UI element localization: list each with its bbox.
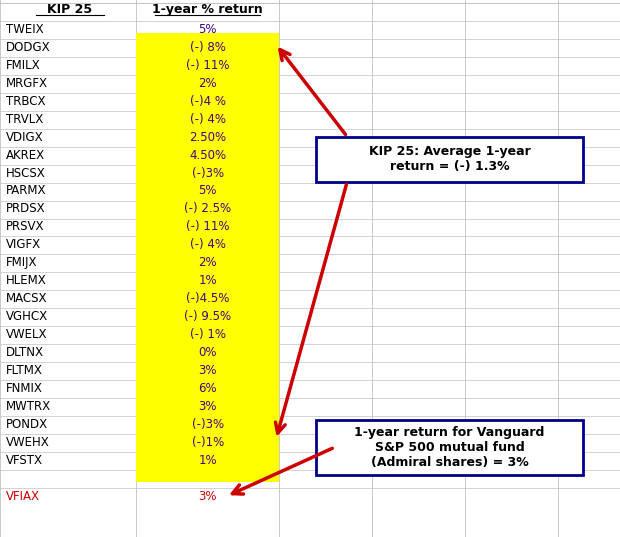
- Text: VWELX: VWELX: [6, 328, 48, 341]
- Text: VDIGX: VDIGX: [6, 130, 44, 143]
- FancyBboxPatch shape: [136, 410, 279, 429]
- Text: (-) 1%: (-) 1%: [190, 328, 226, 341]
- Text: VFIAX: VFIAX: [6, 490, 40, 503]
- FancyBboxPatch shape: [136, 303, 279, 321]
- FancyBboxPatch shape: [136, 339, 279, 357]
- Text: VFSTX: VFSTX: [6, 454, 43, 467]
- Text: 1-year % return: 1-year % return: [153, 3, 263, 16]
- Text: VGHCX: VGHCX: [6, 310, 48, 323]
- FancyBboxPatch shape: [136, 285, 279, 303]
- Text: 4.50%: 4.50%: [189, 149, 226, 162]
- FancyBboxPatch shape: [136, 429, 279, 446]
- Text: (-) 4%: (-) 4%: [190, 113, 226, 126]
- FancyBboxPatch shape: [136, 33, 279, 51]
- FancyBboxPatch shape: [136, 105, 279, 123]
- FancyBboxPatch shape: [136, 357, 279, 374]
- FancyBboxPatch shape: [136, 195, 279, 213]
- Text: (-) 11%: (-) 11%: [186, 220, 229, 234]
- Text: VWEHX: VWEHX: [6, 436, 50, 449]
- Text: (-) 11%: (-) 11%: [186, 59, 229, 72]
- Text: MACSX: MACSX: [6, 292, 48, 305]
- FancyBboxPatch shape: [316, 137, 583, 182]
- FancyBboxPatch shape: [136, 123, 279, 141]
- Text: TRVLX: TRVLX: [6, 113, 43, 126]
- Text: HSCSX: HSCSX: [6, 166, 46, 179]
- Text: 6%: 6%: [198, 382, 217, 395]
- Text: PRSVX: PRSVX: [6, 220, 45, 234]
- Text: 0%: 0%: [198, 346, 217, 359]
- FancyBboxPatch shape: [136, 87, 279, 105]
- Text: (-) 2.5%: (-) 2.5%: [184, 202, 231, 215]
- Text: PARMX: PARMX: [6, 185, 47, 198]
- FancyBboxPatch shape: [136, 321, 279, 339]
- FancyBboxPatch shape: [136, 249, 279, 267]
- Text: FLTMX: FLTMX: [6, 364, 43, 377]
- FancyBboxPatch shape: [316, 420, 583, 475]
- Text: (-)3%: (-)3%: [192, 166, 224, 179]
- Text: MRGFX: MRGFX: [6, 77, 48, 90]
- FancyBboxPatch shape: [136, 69, 279, 87]
- Text: 2%: 2%: [198, 77, 217, 90]
- Text: AKREX: AKREX: [6, 149, 45, 162]
- FancyBboxPatch shape: [136, 446, 279, 465]
- FancyBboxPatch shape: [136, 267, 279, 285]
- Text: PONDX: PONDX: [6, 418, 48, 431]
- Text: DODGX: DODGX: [6, 41, 51, 54]
- FancyBboxPatch shape: [136, 141, 279, 159]
- Text: FMIJX: FMIJX: [6, 256, 38, 270]
- Text: KIP 25: KIP 25: [47, 3, 92, 16]
- Text: 2%: 2%: [198, 256, 217, 270]
- Text: FNMIX: FNMIX: [6, 382, 43, 395]
- Text: 5%: 5%: [198, 23, 217, 36]
- Text: (-)4 %: (-)4 %: [190, 95, 226, 107]
- Text: (-)1%: (-)1%: [192, 436, 224, 449]
- FancyBboxPatch shape: [136, 159, 279, 177]
- FancyBboxPatch shape: [136, 465, 279, 482]
- Text: (-)3%: (-)3%: [192, 418, 224, 431]
- FancyBboxPatch shape: [136, 213, 279, 231]
- Text: 3%: 3%: [198, 490, 217, 503]
- FancyBboxPatch shape: [136, 51, 279, 69]
- Text: (-)4.5%: (-)4.5%: [186, 292, 229, 305]
- FancyBboxPatch shape: [136, 393, 279, 410]
- Text: (-) 9.5%: (-) 9.5%: [184, 310, 231, 323]
- Text: KIP 25: Average 1-year
return = (-) 1.3%: KIP 25: Average 1-year return = (-) 1.3%: [369, 145, 530, 173]
- Text: 2.50%: 2.50%: [189, 130, 226, 143]
- Text: (-) 8%: (-) 8%: [190, 41, 226, 54]
- Text: 1%: 1%: [198, 274, 217, 287]
- Text: TRBCX: TRBCX: [6, 95, 46, 107]
- Text: 3%: 3%: [198, 364, 217, 377]
- FancyBboxPatch shape: [136, 231, 279, 249]
- Text: 1-year return for Vanguard
S&P 500 mutual fund
(Admiral shares) = 3%: 1-year return for Vanguard S&P 500 mutua…: [354, 426, 545, 469]
- Text: VIGFX: VIGFX: [6, 238, 42, 251]
- Text: FMILX: FMILX: [6, 59, 41, 72]
- Text: (-) 4%: (-) 4%: [190, 238, 226, 251]
- Text: PRDSX: PRDSX: [6, 202, 46, 215]
- Text: 5%: 5%: [198, 185, 217, 198]
- Text: TWEIX: TWEIX: [6, 23, 44, 36]
- Text: 1%: 1%: [198, 454, 217, 467]
- Text: 3%: 3%: [198, 400, 217, 413]
- Text: HLEMX: HLEMX: [6, 274, 47, 287]
- Text: DLTNX: DLTNX: [6, 346, 44, 359]
- Text: MWTRX: MWTRX: [6, 400, 51, 413]
- FancyBboxPatch shape: [136, 374, 279, 393]
- FancyBboxPatch shape: [136, 177, 279, 195]
